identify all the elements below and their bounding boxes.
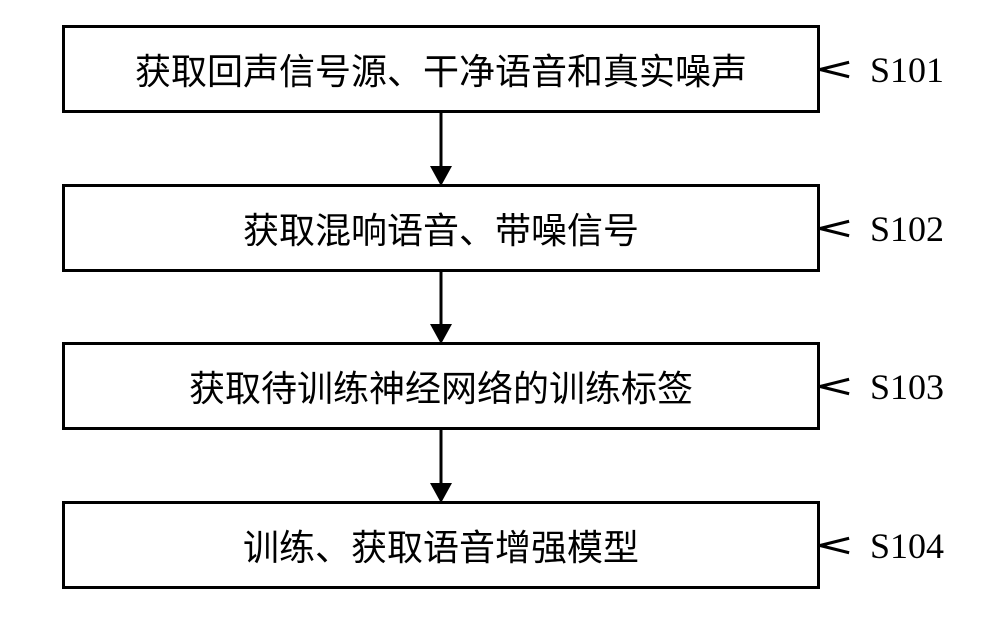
flowchart-step-4: 训练、获取语音增强模型: [62, 501, 820, 589]
flowchart-canvas: 获取回声信号源、干净语音和真实噪声 S101 获取混响语音、带噪信号 S102 …: [0, 0, 1000, 628]
flowchart-step-2: 获取混响语音、带噪信号: [62, 184, 820, 272]
step-id-label: S104: [870, 525, 944, 567]
flowchart-step-1: 获取回声信号源、干净语音和真实噪声: [62, 25, 820, 113]
arrow-down-icon: [441, 272, 442, 342]
arrow-down-icon: [441, 113, 442, 184]
arrow-down-icon: [441, 430, 442, 501]
step-text: 训练、获取语音增强模型: [243, 519, 639, 571]
flowchart-step-3: 获取待训练神经网络的训练标签: [62, 342, 820, 430]
step-text: 获取待训练神经网络的训练标签: [189, 360, 693, 412]
step-id-label: S102: [870, 208, 944, 250]
step-text: 获取回声信号源、干净语音和真实噪声: [135, 43, 747, 95]
step-id-label: S101: [870, 49, 944, 91]
label-tick: [820, 378, 850, 388]
label-tick: [820, 61, 850, 71]
label-tick: [820, 220, 850, 230]
step-text: 获取混响语音、带噪信号: [243, 202, 639, 254]
label-tick: [820, 537, 850, 547]
step-id-label: S103: [870, 366, 944, 408]
